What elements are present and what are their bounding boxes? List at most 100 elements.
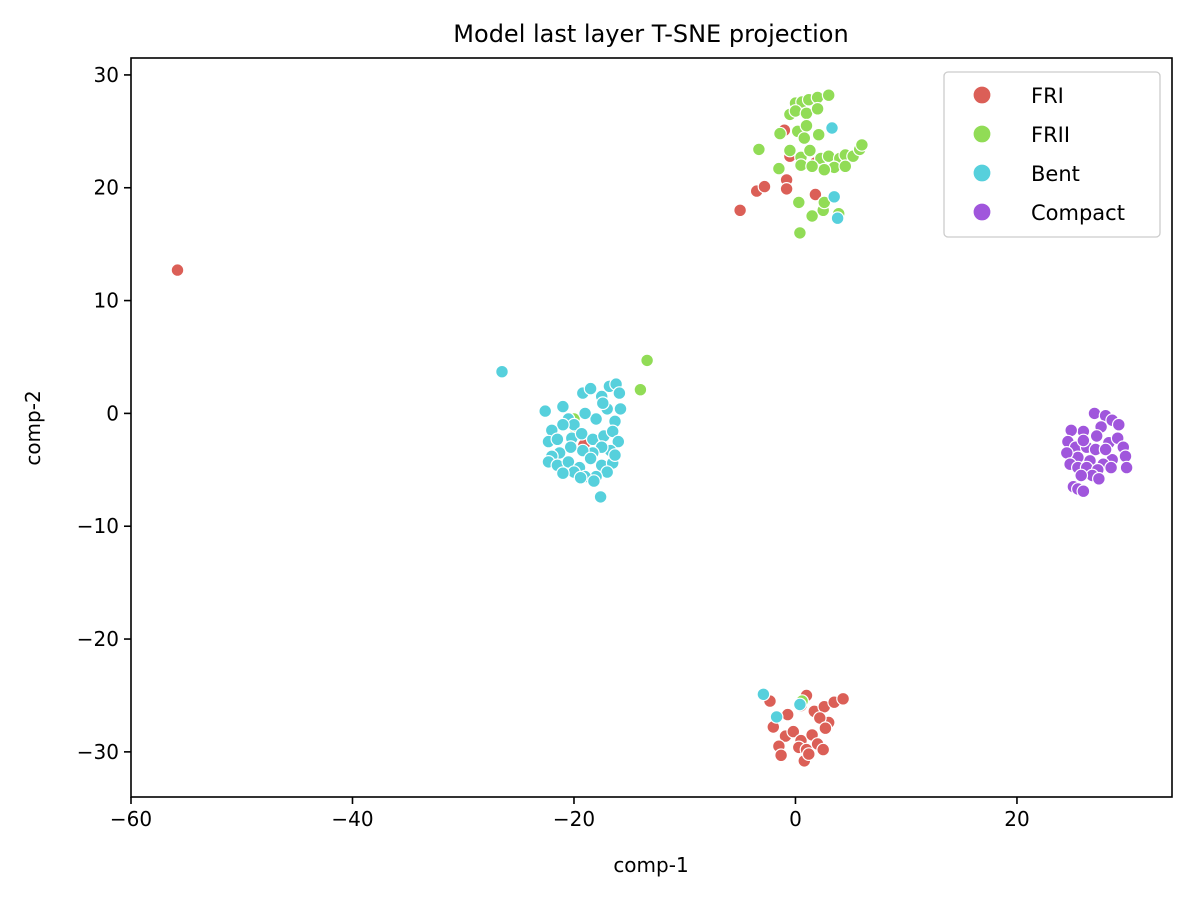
chart-title: Model last layer T-SNE projection — [453, 20, 848, 48]
legend-item-fri: FRI — [972, 84, 1064, 108]
scatter-marks — [170, 88, 1134, 768]
data-point — [589, 412, 603, 426]
data-point — [821, 88, 836, 103]
data-point — [733, 203, 747, 218]
x-tick-label: −20 — [553, 807, 595, 831]
data-point — [1104, 460, 1118, 475]
data-point — [595, 396, 610, 411]
legend: FRI FRII Bent Compact — [943, 71, 1161, 238]
legend-item-frii: FRII — [972, 123, 1070, 147]
data-point — [793, 225, 807, 240]
data-point — [538, 404, 553, 419]
data-point — [797, 131, 812, 146]
data-point — [583, 451, 598, 466]
data-point — [773, 126, 787, 141]
data-point — [556, 417, 570, 432]
data-point — [611, 434, 626, 449]
data-point — [810, 101, 825, 116]
data-point — [818, 721, 833, 736]
y-tick-label: 30 — [94, 63, 119, 87]
data-point — [816, 742, 831, 757]
data-point — [801, 747, 816, 761]
series-bent — [495, 121, 845, 724]
legend-marker — [972, 85, 992, 105]
data-point — [783, 143, 797, 158]
series-compact — [1059, 406, 1134, 499]
series-fri — [170, 123, 850, 768]
legend-item-bent: Bent — [972, 162, 1080, 186]
data-point — [825, 121, 839, 135]
data-point — [786, 724, 801, 739]
legend-label: FRII — [1031, 123, 1070, 147]
data-point — [1076, 433, 1091, 448]
data-point — [779, 181, 794, 196]
legend-label: FRI — [1031, 84, 1064, 108]
data-point — [772, 161, 786, 176]
data-point — [563, 440, 578, 455]
data-point — [587, 474, 601, 489]
data-point — [788, 104, 803, 118]
data-point — [805, 209, 819, 223]
data-point — [838, 159, 853, 174]
legend-box — [943, 71, 1161, 238]
data-point — [1119, 460, 1134, 475]
data-point — [612, 386, 627, 401]
data-point — [495, 364, 509, 379]
data-point — [811, 127, 826, 142]
data-point — [827, 189, 842, 204]
data-point — [769, 710, 784, 724]
data-point — [1098, 442, 1113, 457]
y-tick-label: −10 — [77, 514, 119, 538]
data-point — [803, 143, 817, 158]
data-point — [573, 470, 588, 485]
x-axis-label: comp-1 — [613, 853, 688, 877]
data-point — [793, 697, 807, 712]
data-point — [578, 406, 592, 421]
data-point — [1064, 423, 1079, 438]
x-axis-ticks: −60 −40 −20 0 20 — [110, 797, 1030, 831]
data-point — [752, 142, 766, 157]
data-point — [556, 399, 570, 414]
y-tick-label: 20 — [94, 176, 119, 200]
data-point — [608, 448, 622, 463]
series-frii — [567, 88, 869, 708]
data-point — [836, 691, 850, 706]
data-point — [1087, 406, 1102, 421]
legend-marker — [972, 163, 992, 183]
data-point — [1076, 484, 1091, 499]
data-point — [817, 162, 832, 177]
data-point — [780, 707, 795, 722]
y-axis-ticks: −30 −20 −10 0 10 20 30 — [77, 63, 131, 764]
legend-label: Compact — [1031, 201, 1125, 225]
data-point — [550, 432, 565, 447]
data-point — [805, 159, 819, 174]
data-point — [774, 748, 788, 763]
data-point — [799, 118, 814, 133]
legend-marker — [972, 124, 992, 144]
data-point — [640, 353, 654, 368]
data-point — [613, 402, 628, 416]
y-tick-label: 0 — [106, 401, 119, 425]
data-point — [757, 179, 772, 194]
data-point — [170, 263, 185, 278]
data-point — [756, 687, 771, 702]
data-point — [593, 490, 608, 504]
x-tick-label: 0 — [789, 807, 802, 831]
y-tick-label: −20 — [77, 627, 119, 651]
data-point — [1059, 446, 1074, 460]
data-point — [633, 382, 648, 397]
data-point — [1111, 417, 1126, 432]
data-point — [1118, 449, 1133, 464]
data-point — [1089, 429, 1104, 443]
legend-label: Bent — [1031, 162, 1080, 186]
x-tick-label: −60 — [110, 807, 152, 831]
x-tick-label: −40 — [331, 807, 373, 831]
data-point — [574, 426, 589, 441]
data-point — [830, 211, 845, 226]
data-point — [583, 381, 598, 396]
plot-frame — [130, 57, 1173, 798]
y-tick-label: −30 — [77, 740, 119, 764]
legend-item-compact: Compact — [972, 201, 1125, 225]
data-point — [791, 195, 806, 210]
